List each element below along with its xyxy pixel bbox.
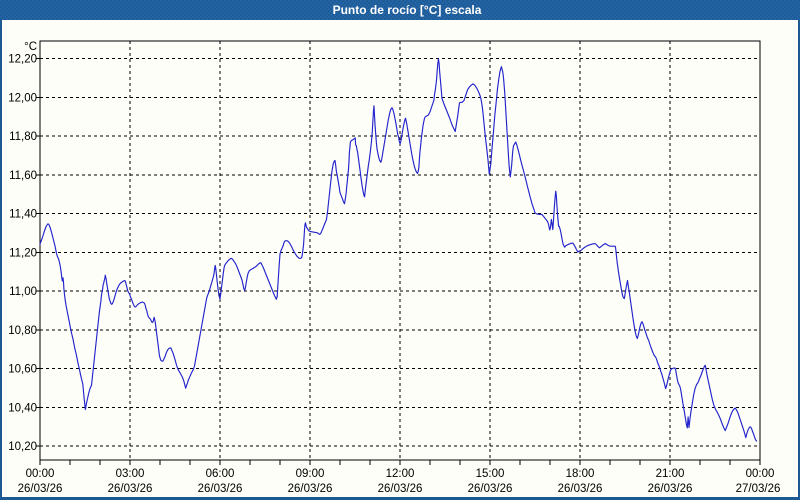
svg-text:10,80: 10,80 [8,325,37,337]
svg-text:26/03/26: 26/03/26 [558,483,603,495]
svg-text:12,00: 12,00 [8,92,37,104]
svg-text:10,40: 10,40 [8,403,37,415]
svg-text:26/03/26: 26/03/26 [378,483,423,495]
svg-text:03:00: 03:00 [116,468,145,480]
svg-text:21:00: 21:00 [656,468,685,480]
svg-text:26/03/26: 26/03/26 [468,483,513,495]
svg-text:12:00: 12:00 [386,468,415,480]
svg-text:26/03/26: 26/03/26 [108,483,153,495]
svg-text:26/03/26: 26/03/26 [288,483,333,495]
svg-text:10,20: 10,20 [8,441,37,453]
svg-text:26/03/26: 26/03/26 [198,483,243,495]
svg-text:09:00: 09:00 [296,468,325,480]
svg-text:11,00: 11,00 [9,286,37,298]
svg-text:°C: °C [24,41,37,53]
svg-text:11,20: 11,20 [9,247,37,259]
svg-text:11,40: 11,40 [9,209,37,221]
svg-text:00:00: 00:00 [26,468,55,480]
svg-text:00:00: 00:00 [746,468,775,480]
svg-text:11,80: 11,80 [9,131,37,143]
svg-text:10,60: 10,60 [8,364,37,376]
svg-text:26/03/26: 26/03/26 [18,483,63,495]
svg-text:06:00: 06:00 [206,468,235,480]
svg-text:26/03/26: 26/03/26 [648,483,693,495]
svg-text:Punto de rocío [°C] escala: Punto de rocío [°C] escala [333,3,482,17]
svg-text:18:00: 18:00 [566,468,595,480]
svg-text:11,60: 11,60 [9,170,37,182]
svg-text:15:00: 15:00 [476,468,505,480]
svg-text:12,20: 12,20 [8,54,37,66]
svg-text:27/03/26: 27/03/26 [736,483,781,495]
